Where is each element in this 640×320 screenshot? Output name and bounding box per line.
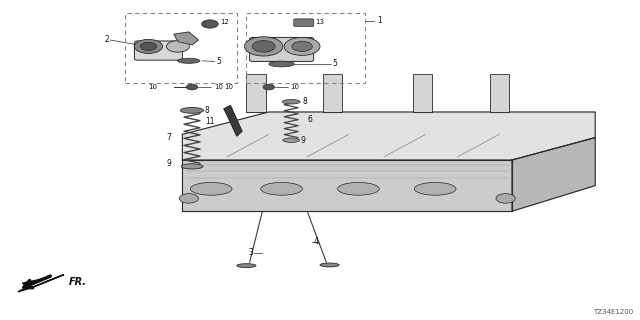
Circle shape: [166, 41, 189, 52]
Circle shape: [284, 37, 320, 55]
Ellipse shape: [180, 108, 204, 113]
Text: 2: 2: [104, 36, 109, 44]
Text: TZ34E1200: TZ34E1200: [593, 309, 634, 315]
Bar: [246, 13, 365, 83]
Circle shape: [263, 84, 275, 90]
FancyBboxPatch shape: [250, 37, 314, 61]
Circle shape: [292, 41, 312, 52]
Ellipse shape: [261, 182, 303, 195]
Ellipse shape: [178, 58, 200, 63]
Circle shape: [186, 84, 198, 90]
Circle shape: [134, 39, 163, 53]
Ellipse shape: [283, 138, 300, 142]
Ellipse shape: [237, 264, 256, 268]
Text: 8: 8: [302, 97, 307, 106]
Ellipse shape: [415, 182, 456, 195]
Bar: [246, 74, 266, 112]
Bar: [413, 74, 432, 112]
Text: 11: 11: [205, 117, 214, 126]
Text: 10: 10: [214, 84, 223, 90]
Polygon shape: [18, 275, 64, 292]
Text: 4: 4: [314, 237, 319, 246]
Ellipse shape: [269, 61, 294, 67]
Bar: [490, 74, 509, 112]
Bar: [323, 74, 342, 112]
Text: 3: 3: [248, 248, 253, 257]
Text: 12: 12: [220, 20, 229, 25]
Polygon shape: [224, 106, 242, 136]
Circle shape: [140, 42, 157, 51]
Text: 10: 10: [148, 84, 157, 90]
Text: 10: 10: [225, 84, 234, 90]
Polygon shape: [182, 160, 512, 211]
Text: 5: 5: [216, 57, 221, 66]
Ellipse shape: [191, 182, 232, 195]
Text: 7: 7: [166, 133, 172, 142]
Text: 10: 10: [291, 84, 300, 90]
FancyBboxPatch shape: [294, 19, 314, 27]
Text: 1: 1: [378, 16, 382, 25]
Bar: [125, 13, 237, 83]
Circle shape: [179, 194, 198, 203]
Circle shape: [252, 41, 275, 52]
Text: 8: 8: [205, 106, 209, 115]
Ellipse shape: [282, 100, 300, 104]
Ellipse shape: [181, 164, 203, 169]
Circle shape: [244, 37, 283, 56]
Circle shape: [202, 20, 218, 28]
Ellipse shape: [320, 263, 339, 267]
Text: 5: 5: [333, 60, 338, 68]
Text: FR.: FR.: [69, 277, 87, 287]
Polygon shape: [512, 138, 595, 211]
Ellipse shape: [338, 182, 380, 195]
Text: 6: 6: [307, 115, 312, 124]
FancyBboxPatch shape: [134, 41, 182, 60]
Text: 9: 9: [166, 159, 172, 168]
Polygon shape: [182, 112, 595, 160]
Polygon shape: [174, 32, 198, 45]
Circle shape: [496, 194, 515, 203]
Text: 9: 9: [301, 136, 306, 145]
Text: 13: 13: [315, 19, 324, 25]
